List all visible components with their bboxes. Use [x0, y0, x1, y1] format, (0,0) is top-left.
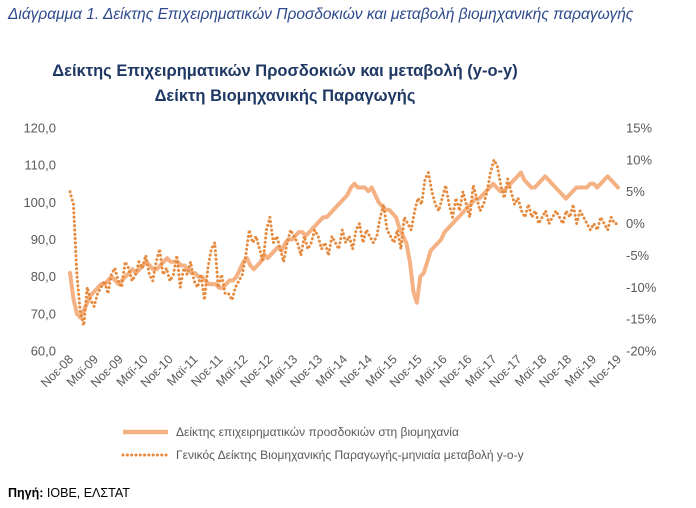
left-axis-tick-label: 120,0	[23, 121, 56, 136]
right-axis-tick-label: -10%	[626, 280, 657, 295]
left-axis-tick-label: 100,0	[23, 195, 56, 210]
right-axis-ticks: -20% -15% -10% -5% 0% 5% 10% 15%	[626, 121, 657, 359]
source-value: ΙΟΒΕ, ΕΛΣΤΑΤ	[46, 486, 130, 500]
legend-label-dotted: Γενικός Δείκτης Βιομηχανικής Παραγωγής-μ…	[176, 448, 524, 462]
right-axis-tick-label: -5%	[626, 248, 650, 263]
right-axis-tick-label: 10%	[626, 152, 652, 167]
left-axis-tick-label: 60,0	[31, 344, 56, 359]
series-dotted-industrial-production	[68, 158, 620, 328]
right-axis-tick-label: -15%	[626, 312, 657, 327]
right-axis-tick-label: 15%	[626, 121, 652, 136]
chart-title-line-1: Δείκτης Επιχειρηματικών Προσδοκιών και μ…	[52, 62, 517, 80]
right-axis-tick-label: -20%	[626, 344, 657, 359]
x-axis-ticks: Νοε-08Μαϊ-09Νοε-09Μαϊ-10Νοε-10Μαϊ-11Νοε-…	[38, 352, 624, 390]
right-axis-tick-label: 0%	[626, 216, 645, 231]
chart-title-line-2: Δείκτη Βιομηχανικής Παραγωγής	[155, 87, 416, 105]
chart: Δείκτης Επιχειρηματικών Προσδοκιών και μ…	[23, 62, 657, 462]
source-note: Πηγή: ΙΟΒΕ, ΕΛΣΤΑΤ	[8, 486, 130, 500]
legend: Δείκτης επιχειρηματικών προσδοκιών στη β…	[121, 425, 524, 462]
series-line-business-expectations	[68, 170, 620, 320]
left-axis-tick-label: 110,0	[24, 158, 56, 173]
figure-caption: Διάγραμμα 1. Δείκτης Επιχειρηματικών Προ…	[8, 6, 634, 23]
right-axis-tick-label: 5%	[626, 184, 645, 199]
legend-label-solid: Δείκτης επιχειρηματικών προσδοκιών στη β…	[176, 425, 459, 439]
left-axis-ticks: 60,0 70,0 80,0 90,0 100,0 110,0 120,0	[23, 121, 56, 359]
left-axis-tick-label: 70,0	[31, 306, 56, 321]
left-axis-tick-label: 80,0	[31, 269, 56, 284]
left-axis-tick-label: 90,0	[31, 232, 56, 247]
source-label: Πηγή:	[8, 486, 44, 500]
